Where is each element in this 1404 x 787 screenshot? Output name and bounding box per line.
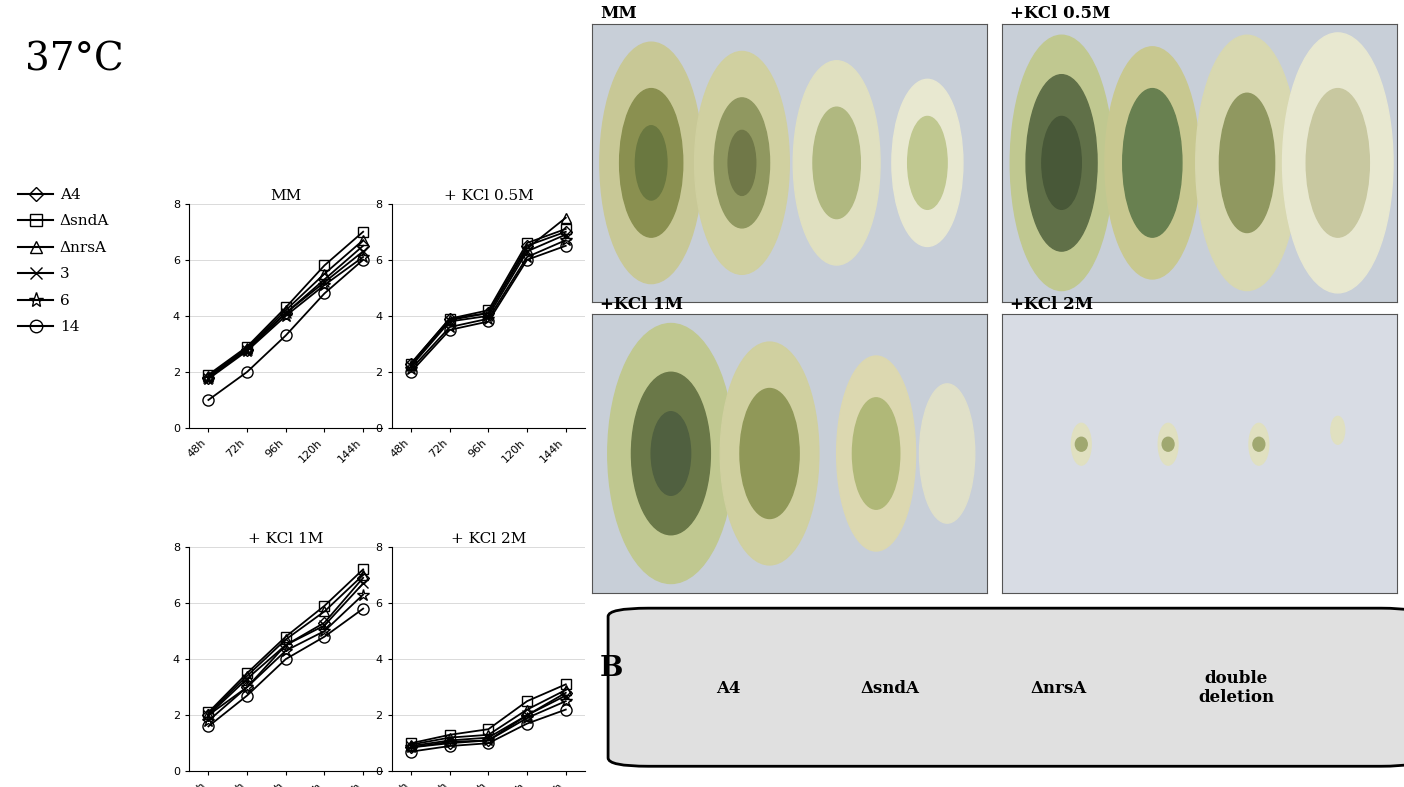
Ellipse shape [837, 356, 915, 551]
Ellipse shape [651, 412, 691, 495]
Ellipse shape [793, 61, 880, 265]
Text: +KCl 0.5M: +KCl 0.5M [1011, 5, 1111, 22]
Ellipse shape [1306, 89, 1369, 237]
Text: ΔsndA: ΔsndA [861, 679, 920, 696]
Ellipse shape [715, 98, 769, 228]
Title: + KCl 2M: + KCl 2M [451, 532, 526, 546]
Title: + KCl 1M: + KCl 1M [249, 532, 323, 546]
Circle shape [1252, 438, 1265, 451]
Ellipse shape [720, 342, 819, 565]
Title: MM: MM [270, 189, 302, 202]
Ellipse shape [600, 42, 702, 283]
Ellipse shape [740, 389, 799, 519]
Ellipse shape [619, 89, 682, 237]
Ellipse shape [813, 107, 861, 219]
Ellipse shape [1105, 46, 1199, 279]
Ellipse shape [1042, 116, 1081, 209]
Ellipse shape [608, 323, 734, 583]
Ellipse shape [1331, 416, 1345, 444]
Ellipse shape [636, 126, 667, 200]
Ellipse shape [852, 397, 900, 509]
Text: ΔnrsA: ΔnrsA [1031, 679, 1087, 696]
Circle shape [1075, 438, 1087, 451]
Ellipse shape [1250, 423, 1269, 465]
Text: +KCl 1M: +KCl 1M [600, 296, 682, 312]
Ellipse shape [1011, 35, 1113, 290]
Text: A4: A4 [716, 679, 741, 696]
FancyBboxPatch shape [608, 608, 1404, 767]
Text: 37°C: 37°C [25, 42, 124, 79]
Text: double
deletion: double deletion [1198, 670, 1273, 707]
Ellipse shape [1196, 35, 1299, 290]
Text: MM: MM [600, 5, 636, 22]
Title: + KCl 0.5M: + KCl 0.5M [444, 189, 534, 202]
Ellipse shape [907, 116, 948, 209]
Ellipse shape [892, 79, 963, 246]
Ellipse shape [1071, 423, 1091, 465]
Ellipse shape [920, 384, 974, 523]
Ellipse shape [1220, 93, 1275, 232]
Ellipse shape [729, 131, 755, 195]
Ellipse shape [1026, 75, 1097, 251]
Ellipse shape [632, 372, 710, 534]
Circle shape [1163, 438, 1174, 451]
Text: +KCl 2M: +KCl 2M [1011, 296, 1094, 312]
Ellipse shape [1282, 33, 1393, 293]
Ellipse shape [695, 51, 789, 275]
Text: B: B [600, 655, 623, 682]
Ellipse shape [1123, 89, 1182, 237]
Ellipse shape [1158, 423, 1178, 465]
Legend: A4, ΔsndA, ΔnrsA, 3, 6, 14: A4, ΔsndA, ΔnrsA, 3, 6, 14 [13, 183, 115, 340]
